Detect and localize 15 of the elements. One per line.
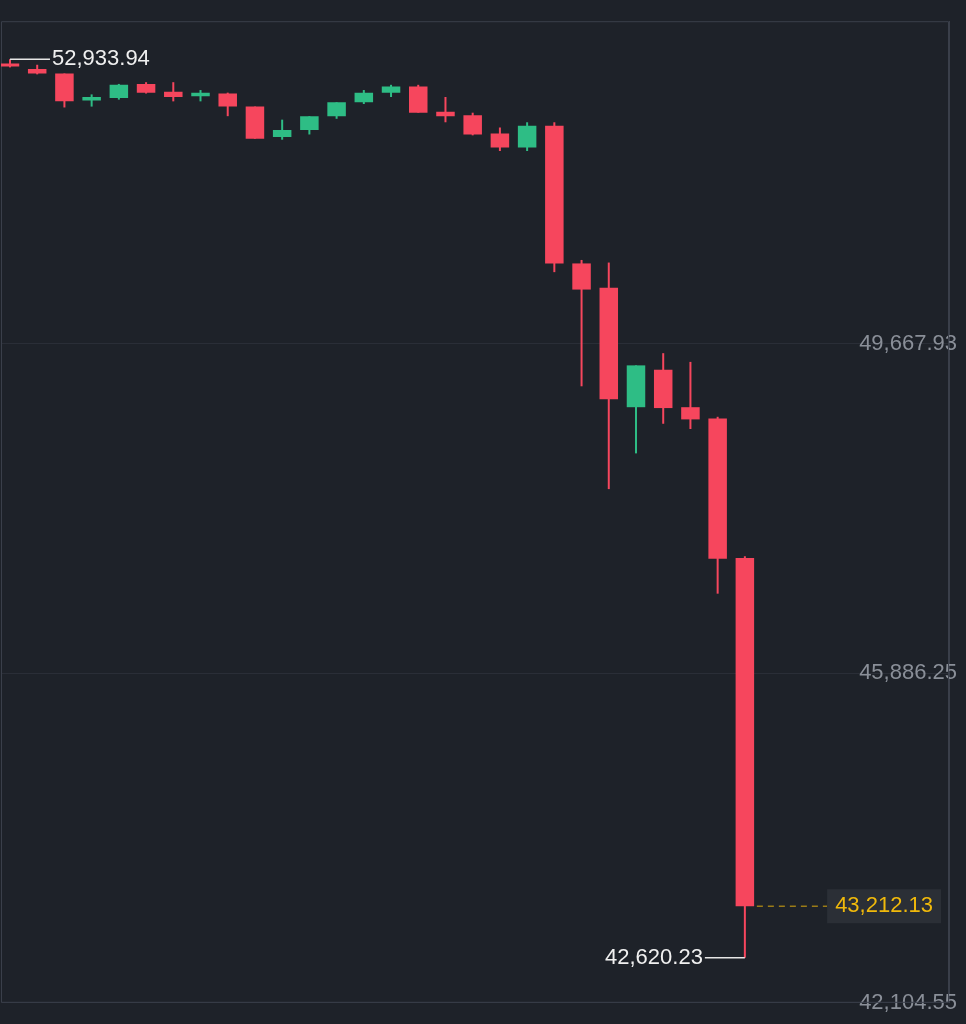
y-tick-label: 42,104.55 xyxy=(859,988,957,1014)
candlestick xyxy=(300,115,319,136)
candlestick xyxy=(164,81,183,103)
annotation: 52,933.94 xyxy=(51,45,150,71)
candlestick xyxy=(218,91,237,118)
y-tick-label: 45,886.25 xyxy=(859,659,957,685)
candlestick xyxy=(681,360,700,430)
annotation: 42,620.23 xyxy=(604,943,703,969)
candlestick xyxy=(436,96,455,124)
candlestick xyxy=(272,118,292,141)
candlestick xyxy=(490,126,510,153)
candlestick xyxy=(517,121,537,153)
ref-line-label: 43,212.13 xyxy=(835,892,933,918)
candlestick xyxy=(463,111,482,137)
y-tick-label: 49,667.93 xyxy=(859,329,957,355)
